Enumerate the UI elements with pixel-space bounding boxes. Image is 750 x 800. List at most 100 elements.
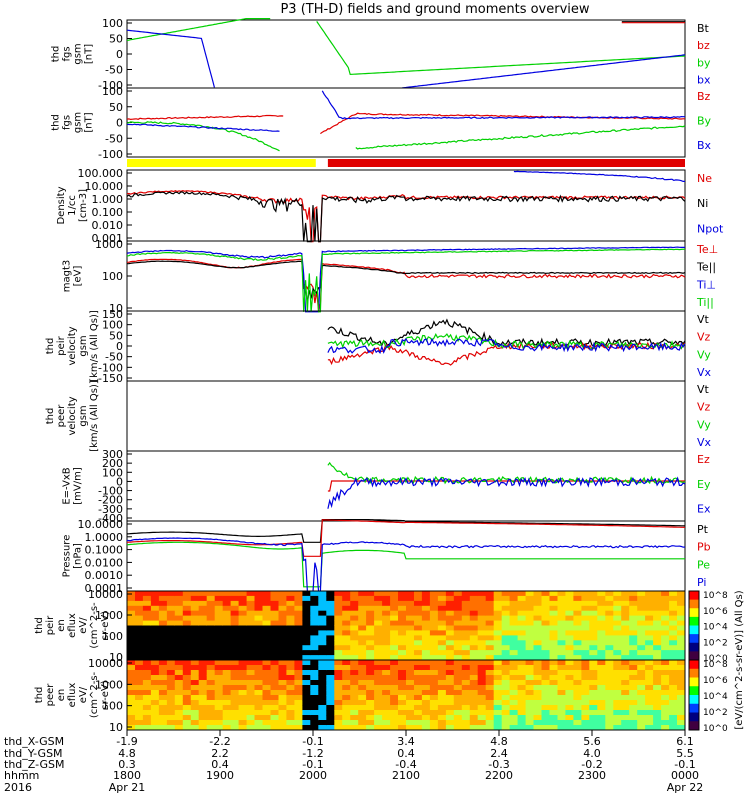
spectrogram-cell <box>166 645 176 651</box>
spectrogram-cell <box>509 720 519 726</box>
spectrogram-cell <box>398 675 407 681</box>
spectrogram-cell <box>501 650 511 656</box>
spectrogram-cell <box>517 680 527 686</box>
spectrogram-cell <box>621 620 630 626</box>
spectrogram-cell <box>549 630 558 636</box>
spectrogram-cell <box>485 725 495 731</box>
spectrogram-cell <box>669 591 678 597</box>
spectrogram-cell <box>669 625 678 631</box>
spectrogram-cell <box>493 690 503 696</box>
spectrogram-cell <box>406 630 415 636</box>
spectrogram-cell <box>142 655 152 661</box>
spectrogram-cell <box>493 695 503 701</box>
spectrogram-cell <box>254 695 263 701</box>
spectrogram-cell <box>190 640 200 646</box>
spectrogram-cell <box>342 630 351 636</box>
spectrogram-cell <box>589 600 598 607</box>
spectrogram-cell <box>358 665 367 671</box>
spectrogram-cell <box>525 610 535 617</box>
spectrogram-cell <box>198 715 208 721</box>
spectrogram-cell <box>390 725 399 731</box>
legend-entry: Vz <box>697 401 711 414</box>
spectrogram-cell <box>174 600 184 607</box>
spectrogram-cell <box>294 600 303 607</box>
spectrogram-cell <box>669 665 678 671</box>
spectrogram-cell <box>645 700 654 706</box>
spectrogram-cell <box>238 685 248 691</box>
spectrogram-cell <box>613 675 622 681</box>
spectrogram-cell <box>525 725 535 731</box>
spectrogram-cell <box>421 640 431 646</box>
spectrogram-cell <box>158 625 168 631</box>
x-axis: thd_X-GSMthd_Y-GSMthd_Z-GSMhhmm2016-1.94… <box>4 730 703 794</box>
spectrogram-cell <box>214 600 224 607</box>
spectrogram-cell <box>605 720 614 726</box>
y-tick-label: 10000 <box>88 657 123 670</box>
spectrogram-cell <box>127 700 136 706</box>
series-green <box>126 541 685 588</box>
spectrogram-cell <box>206 625 216 631</box>
spectrogram-cell <box>565 640 574 646</box>
spectrogram-cell <box>477 645 487 651</box>
spectrogram-cell <box>127 705 136 711</box>
spectrogram-cell <box>278 685 287 691</box>
spectrogram-cell <box>549 720 558 726</box>
spectrogram-cell <box>334 685 343 691</box>
spectrogram-cell <box>629 680 638 686</box>
legend-entry: Pt <box>697 523 709 536</box>
spectrogram-cell <box>589 695 598 701</box>
spectrogram-cell <box>342 625 351 631</box>
spectrogram-cell <box>517 725 527 731</box>
spectrogram-cell <box>222 610 232 617</box>
spectrogram-cell <box>198 710 208 716</box>
x-tick-label: 6.1 <box>676 735 694 748</box>
y-tick-label: 1.0000 <box>85 531 124 544</box>
spectrogram-cell <box>270 635 279 641</box>
spectrogram-cell <box>581 620 590 626</box>
spectrogram-cell <box>214 660 224 666</box>
y-tick-label: 0 <box>116 475 123 488</box>
spectrogram-cell <box>637 625 646 631</box>
spectrogram-cell <box>461 605 471 612</box>
spectrogram-cell <box>270 595 279 602</box>
spectrogram-cell <box>437 715 447 721</box>
spectrogram-cell <box>238 630 248 636</box>
spectrogram-cell <box>135 645 144 651</box>
spectrogram-cell <box>629 670 638 676</box>
spectrogram-cell <box>222 625 232 631</box>
series-blue <box>126 90 685 132</box>
spectrogram-cell <box>485 720 495 726</box>
spectrogram-cell <box>150 595 160 602</box>
spectrogram-cell <box>414 685 423 691</box>
spectrogram-cell <box>461 725 471 731</box>
spectrogram-cell <box>549 620 558 626</box>
spectrogram-cell <box>557 655 566 661</box>
spectrogram-cell <box>525 640 535 646</box>
spectrogram-cell <box>565 591 574 597</box>
spectrogram-cell <box>230 655 240 661</box>
spectrogram-cell <box>669 600 678 607</box>
y-axis-label: gsm <box>78 335 89 356</box>
spectrogram-cell <box>182 620 192 626</box>
spectrogram-cell <box>589 700 598 706</box>
panel-frame <box>126 520 686 592</box>
spectrogram-cell <box>262 700 271 706</box>
spectrogram-cell <box>374 650 383 656</box>
spectrogram-cell <box>374 615 383 621</box>
spectrogram-cell <box>453 620 463 626</box>
spectrogram-cell <box>166 725 176 731</box>
spectrogram-cell <box>597 715 606 721</box>
y-axis-label: magt3 <box>62 260 73 293</box>
spectrogram-cell <box>493 705 503 711</box>
spectrogram-cell <box>429 610 439 617</box>
spectrogram-cell <box>318 640 327 646</box>
spectrogram-cell <box>541 665 550 671</box>
spectrogram-cell <box>350 725 359 731</box>
spectrogram-cell <box>190 690 200 696</box>
spectrogram-cell <box>174 690 184 696</box>
spectrogram-cell <box>142 645 152 651</box>
spectrogram-cell <box>182 655 192 661</box>
spectrogram-cell <box>246 685 256 691</box>
spectrogram-cell <box>246 680 256 686</box>
